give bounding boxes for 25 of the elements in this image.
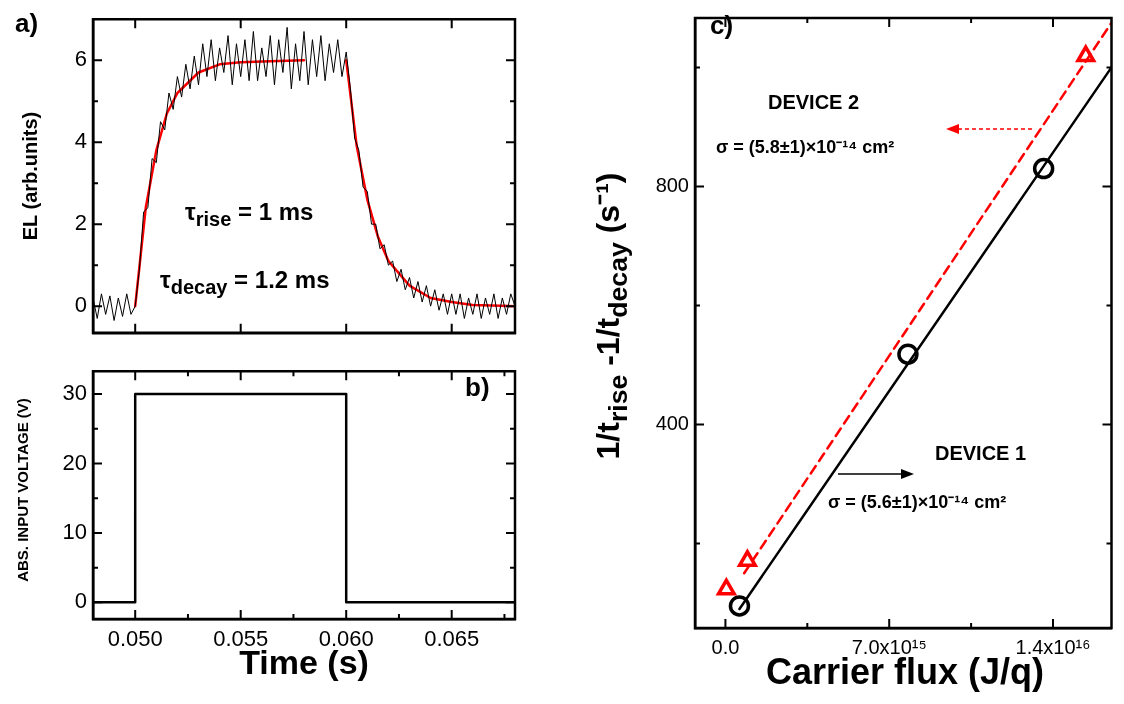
annotation: σ = (5.8±1)×10⁻¹⁴ cm²	[716, 137, 895, 157]
x-tick-label: 0.050	[107, 626, 163, 652]
annotation: DEVICE 2	[768, 91, 860, 113]
annotation: DEVICE 1	[935, 442, 1027, 464]
x-tick-label: 0.065	[424, 626, 480, 652]
annotation: b)	[465, 372, 490, 402]
y-tick-label: 10	[62, 518, 87, 544]
annotation: c)	[710, 10, 734, 40]
y-tick-label: 0	[74, 292, 87, 318]
annotation: σ = (5.6±1)×10⁻¹⁴ cm²	[828, 492, 1007, 512]
y-tick-label: 6	[74, 46, 87, 72]
y-tick-label: 20	[62, 449, 87, 475]
x-tick-label: 1.4x10¹⁶	[1015, 635, 1091, 658]
y-tick-label: 30	[62, 380, 87, 406]
text: a)	[15, 8, 39, 38]
y-tick-label: 4	[74, 128, 87, 154]
y-tick-label: 0	[74, 588, 87, 614]
annotation: τ$_{rise}$ = 1 ms	[185, 198, 314, 230]
y-tick-label: 800	[655, 173, 689, 196]
y-axis-title: ABS. INPUT VOLTAGE (V)	[13, 398, 31, 582]
x-tick-label: 0.0	[711, 635, 740, 658]
y-axis-title: EL (arb.units)	[19, 111, 41, 241]
y-tick-label: 2	[74, 210, 87, 236]
annotation: τ$_{decay}$ = 1.2 ms	[160, 266, 330, 298]
y-tick-label: 400	[655, 411, 689, 434]
